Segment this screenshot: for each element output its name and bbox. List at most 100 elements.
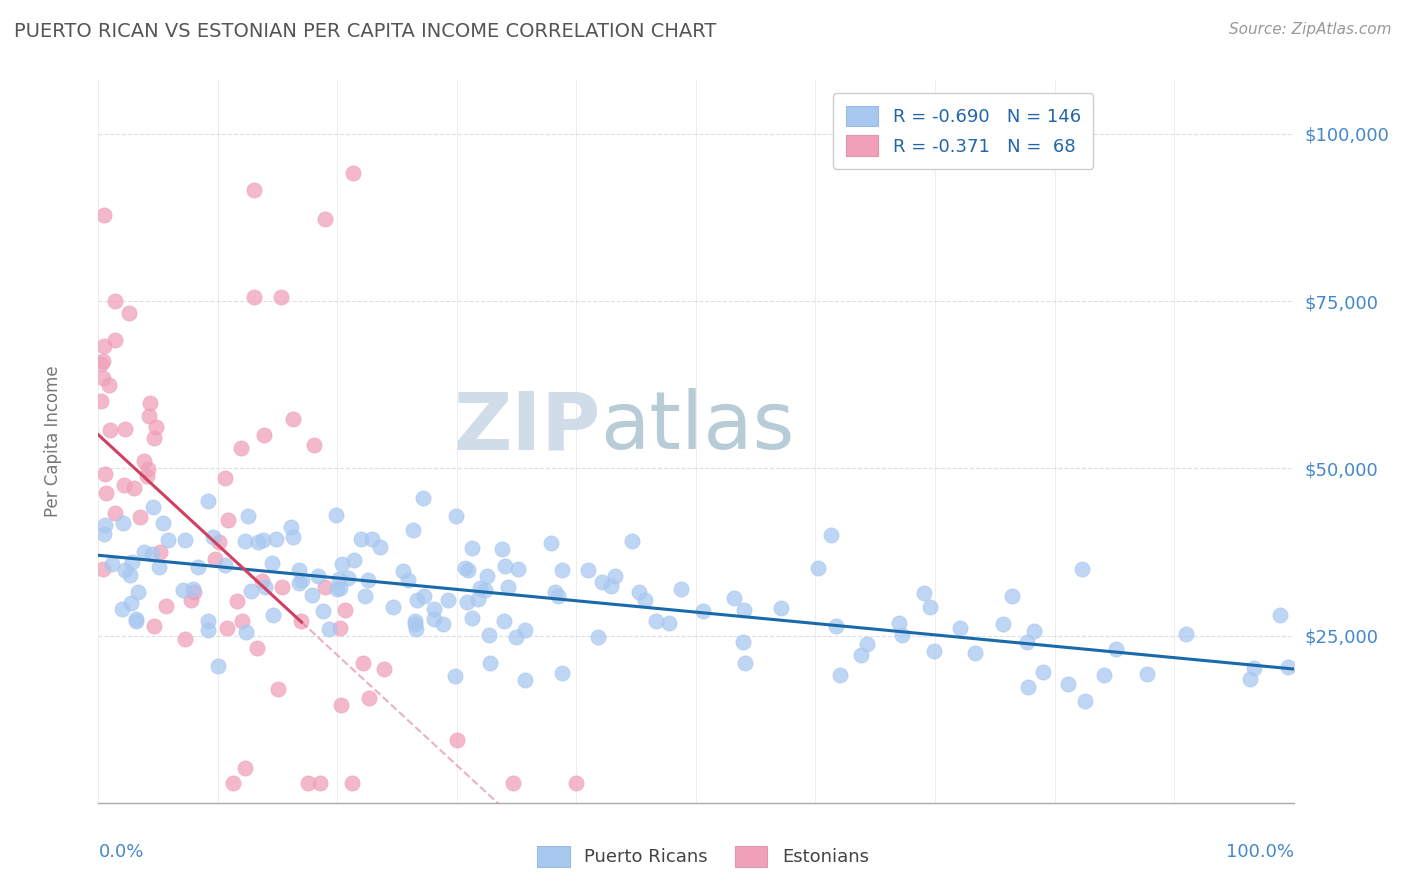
Point [828, 667, 851, 681]
Point [214, 471, 236, 485]
Point [118, 568, 141, 582]
Point [412, 589, 434, 603]
Point [922, 644, 945, 658]
Point [98, 423, 122, 437]
Point [283, 530, 305, 544]
Point [505, 630, 527, 644]
Point [551, 666, 574, 681]
Point [357, 573, 380, 587]
Point [658, 616, 681, 631]
Point [1017, 680, 1039, 694]
Point [287, 563, 309, 577]
Point [437, 593, 460, 607]
Point [467, 591, 489, 606]
Point [314, 580, 336, 594]
Point [204, 551, 226, 566]
Point [145, 419, 167, 434]
Point [461, 541, 484, 555]
Point [114, 563, 136, 577]
Text: atlas: atlas [600, 388, 794, 467]
Point [326, 582, 349, 597]
Point [308, 776, 330, 790]
Point [112, 478, 135, 492]
Point [93, 339, 115, 353]
Point [586, 630, 609, 644]
Point [1001, 589, 1024, 603]
Point [120, 596, 142, 610]
Point [270, 290, 292, 304]
Point [93, 518, 115, 533]
Text: PUERTO RICAN VS ESTONIAN PER CAPITA INCOME CORRELATION CHART: PUERTO RICAN VS ESTONIAN PER CAPITA INCO… [14, 22, 717, 41]
Point [93, 527, 115, 541]
Point [246, 534, 269, 549]
Point [733, 603, 755, 617]
Point [669, 582, 692, 596]
Point [918, 599, 941, 614]
Point [141, 547, 163, 561]
Point [262, 607, 284, 622]
Point [645, 614, 668, 628]
Point [330, 557, 353, 571]
Point [634, 593, 657, 607]
Point [91, 371, 114, 385]
Point [360, 532, 382, 546]
Point [183, 585, 205, 599]
Point [94, 485, 117, 500]
Point [432, 616, 454, 631]
Point [820, 528, 842, 542]
Point [308, 569, 330, 583]
Point [129, 509, 152, 524]
Point [513, 623, 536, 637]
Legend: R = -0.690   N = 146, R = -0.371   N =  68: R = -0.690 N = 146, R = -0.371 N = 68 [832, 93, 1094, 169]
Point [1073, 694, 1095, 708]
Point [849, 648, 872, 662]
Point [328, 572, 350, 586]
Point [104, 333, 127, 347]
Point [591, 574, 613, 589]
Point [254, 580, 277, 594]
Point [125, 614, 148, 628]
Point [456, 595, 478, 609]
Point [283, 412, 305, 426]
Point [769, 601, 792, 615]
Point [540, 536, 562, 550]
Point [217, 513, 239, 527]
Point [297, 776, 319, 790]
Point [280, 519, 302, 533]
Point [148, 560, 170, 574]
Point [627, 585, 650, 599]
Point [174, 632, 197, 646]
Point [342, 166, 364, 180]
Point [352, 656, 374, 670]
Point [288, 576, 311, 591]
Point [208, 535, 231, 549]
Point [406, 592, 429, 607]
Point [172, 583, 194, 598]
Point [100, 558, 122, 572]
Point [1092, 668, 1115, 682]
Point [197, 493, 219, 508]
Point [547, 589, 569, 603]
Point [807, 561, 830, 575]
Text: ZIP: ZIP [453, 388, 600, 467]
Point [912, 586, 935, 600]
Point [201, 530, 224, 544]
Point [104, 294, 127, 309]
Point [824, 618, 846, 632]
Point [1175, 626, 1198, 640]
Point [734, 657, 756, 671]
Point [238, 509, 260, 524]
Point [544, 585, 567, 599]
Text: Per Capita Income: Per Capita Income [44, 366, 62, 517]
Point [368, 540, 391, 554]
Point [225, 594, 247, 608]
Point [214, 558, 236, 572]
Point [491, 541, 513, 556]
Point [1136, 666, 1159, 681]
Point [444, 669, 467, 683]
Point [963, 647, 986, 661]
Point [855, 637, 877, 651]
Point [353, 589, 375, 603]
Point [359, 691, 381, 706]
Point [478, 656, 501, 670]
